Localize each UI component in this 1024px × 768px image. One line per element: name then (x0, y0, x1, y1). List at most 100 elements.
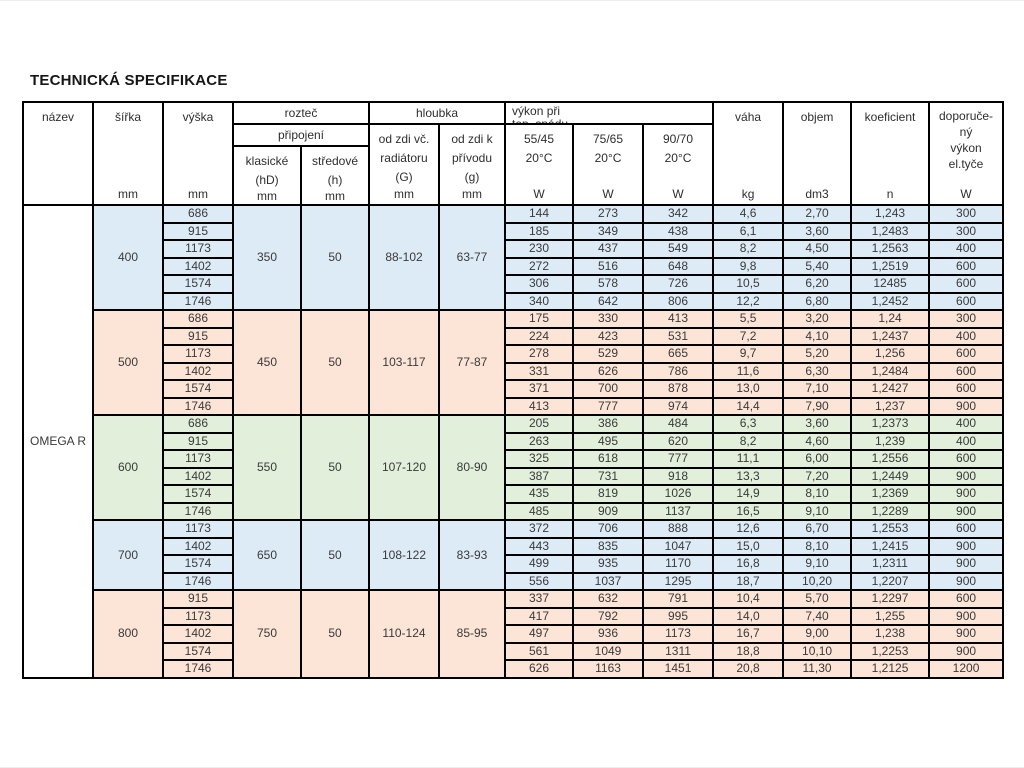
power-7565-cell: 330 (572, 309, 645, 329)
weight-cell: 14,4 (712, 396, 785, 416)
col-header-vaha: váha kg (712, 101, 785, 206)
height-cell: 915 (162, 221, 234, 241)
power-7565-cell: 777 (572, 396, 645, 416)
power-5545-cell: 626 (504, 659, 575, 679)
coefficient-cell: 1,24 (850, 309, 931, 329)
volume-cell: 10,20 (782, 571, 853, 591)
koeficient-unit: n (886, 186, 894, 201)
volume-cell: 5,70 (782, 589, 853, 609)
width-cell: 600 (92, 414, 164, 521)
power-9070-cell: 438 (642, 221, 715, 241)
coefficient-cell: 1,2563 (850, 239, 931, 259)
power-9070-cell: 1170 (642, 554, 715, 574)
weight-cell: 13,0 (712, 379, 785, 399)
spec-row: 1173 230 437 549 8,2 4,50 1,2563 400 (23, 239, 1005, 259)
height-cell: 1574 (162, 484, 234, 504)
koeficient-label: koeficient (864, 109, 916, 124)
coefficient-cell: 1,2289 (850, 501, 931, 521)
spec-row: 1173 417 792 995 14,0 7,40 1,255 900 (23, 606, 1005, 626)
spec-table: název šířka mm výška mm rozteč hloubka výk… (22, 101, 1005, 679)
volume-cell: 9,00 (782, 624, 853, 644)
el-rod-power-cell: 900 (928, 484, 1005, 504)
el-rod-power-cell: 300 (928, 221, 1005, 241)
vyska-unit: mm (188, 186, 208, 201)
height-cell: 1173 (162, 519, 234, 539)
height-cell: 915 (162, 589, 234, 609)
el-rod-power-cell: 600 (928, 449, 1005, 469)
pitch-central-cell: 50 (300, 519, 370, 591)
page-title: TECHNICKÁ SPECIFIKACE (30, 72, 228, 89)
power-5545-cell: 337 (504, 589, 575, 609)
volume-cell: 8,10 (782, 484, 853, 504)
col-header-doporuceny: doporuče- ný výkon el.tyče W (928, 101, 1005, 206)
temp-9070-label: 90/70 20°C (663, 131, 694, 165)
pitch-classic-cell: 550 (232, 414, 302, 521)
volume-cell: 3,60 (782, 221, 853, 241)
depth-g-cell: 83-93 (437, 519, 507, 591)
col-header-nazev: název (22, 101, 94, 206)
power-7565-cell: 706 (572, 519, 645, 539)
od-zdi-k-label: od zdi k přívodu (g) (451, 131, 493, 184)
sirka-unit: mm (118, 186, 138, 201)
el-rod-power-cell: 900 (928, 606, 1005, 626)
height-cell: 915 (162, 326, 234, 346)
temp-9070-unit: W (672, 186, 684, 201)
power-5545-cell: 306 (504, 274, 575, 294)
col-header-stredove: středové (h) mm (300, 145, 370, 206)
spec-row: 1574 561 1049 1311 18,8 10,10 1,2253 900 (23, 641, 1005, 661)
el-rod-power-cell: 1200 (928, 659, 1005, 679)
spec-row: 700 1173 650 50 108-122 83-93 372 706 888 12,6 6,7… (23, 519, 1005, 591)
weight-cell: 18,8 (712, 641, 785, 661)
weight-cell: 4,6 (712, 204, 785, 224)
weight-cell: 5,5 (712, 309, 785, 329)
el-rod-power-cell: 900 (928, 466, 1005, 486)
power-7565-cell: 529 (572, 344, 645, 364)
power-9070-cell: 413 (642, 309, 715, 329)
power-5545-cell: 340 (504, 291, 575, 311)
coefficient-cell: 1,243 (850, 204, 931, 224)
depth-G-cell: 108-122 (368, 519, 440, 591)
power-9070-cell: 918 (642, 466, 715, 486)
power-7565-cell: 516 (572, 256, 645, 276)
height-cell: 1402 (162, 256, 234, 276)
power-5545-cell: 272 (504, 256, 575, 276)
spec-row: 1574 435 819 1026 14,9 8,10 1,2369 900 (23, 484, 1005, 504)
weight-cell: 7,2 (712, 326, 785, 346)
power-9070-cell: 531 (642, 326, 715, 346)
height-cell: 1574 (162, 641, 234, 661)
power-5545-cell: 556 (504, 571, 575, 591)
col-header-roztec: rozteč (232, 101, 370, 125)
power-9070-cell: 620 (642, 431, 715, 451)
col-header-temp-7565: 75/65 20°C W (572, 123, 645, 206)
power-7565-cell: 1037 (572, 571, 645, 591)
coefficient-cell: 1,2452 (850, 291, 931, 311)
pitch-classic-cell: 350 (232, 204, 302, 311)
spec-row: 1746 556 1037 1295 18,7 10,20 1,2207 900 (23, 571, 1005, 591)
power-5545-cell: 263 (504, 431, 575, 451)
spec-table-header: název šířka mm výška mm rozteč hloubka výk… (22, 101, 1005, 206)
power-7565-cell: 578 (572, 274, 645, 294)
col-header-temp-5545: 55/45 20°C W (504, 123, 575, 206)
coefficient-cell: 1,2437 (850, 326, 931, 346)
coefficient-cell: 1,2415 (850, 536, 931, 556)
height-cell: 1173 (162, 239, 234, 259)
coefficient-cell: 1,2553 (850, 519, 931, 539)
power-7565-cell: 792 (572, 606, 645, 626)
volume-cell: 6,20 (782, 274, 853, 294)
vyska-label: výška (182, 109, 214, 124)
weight-cell: 15,0 (712, 536, 785, 556)
height-cell: 686 (162, 414, 234, 434)
weight-cell: 10,4 (712, 589, 785, 609)
volume-cell: 7,40 (782, 606, 853, 626)
weight-cell: 20,8 (712, 659, 785, 679)
coefficient-cell: 1,2483 (850, 221, 931, 241)
pitch-central-cell: 50 (300, 414, 370, 521)
volume-cell: 6,70 (782, 519, 853, 539)
height-cell: 1746 (162, 571, 234, 591)
power-9070-cell: 549 (642, 239, 715, 259)
power-9070-cell: 1047 (642, 536, 715, 556)
height-cell: 1402 (162, 361, 234, 381)
pitch-central-cell: 50 (300, 204, 370, 311)
coefficient-cell: 1,2449 (850, 466, 931, 486)
weight-cell: 9,8 (712, 256, 785, 276)
